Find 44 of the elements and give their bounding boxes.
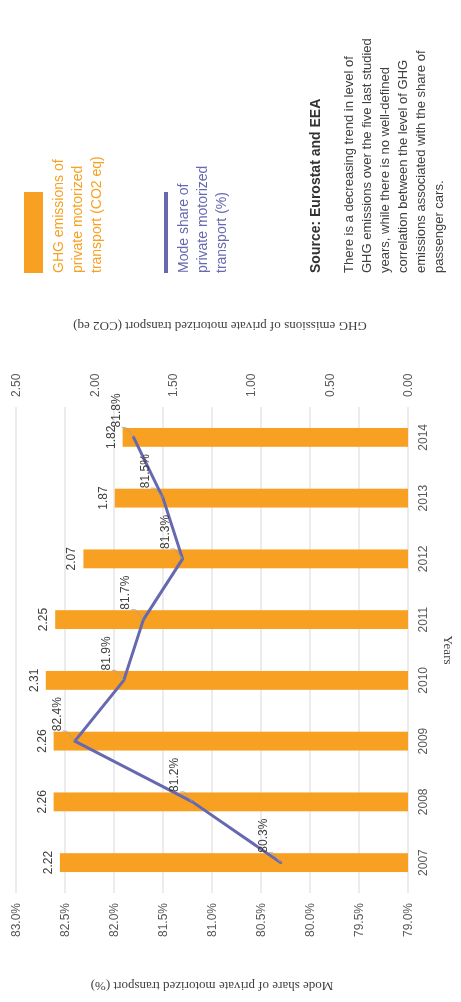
data-label: 1.87 <box>95 486 110 510</box>
data-label: 81.9% <box>98 636 113 671</box>
y-tick-label: 2011 <box>416 606 430 633</box>
x2-tick-label: 1.00 <box>244 373 259 397</box>
data-label: 81.3% <box>157 514 172 549</box>
x2-tick-label: 0.50 <box>322 373 337 397</box>
data-label: 81.2% <box>167 757 182 792</box>
y-tick-label: 2013 <box>416 484 430 512</box>
data-label: 2.26 <box>34 789 49 814</box>
data-label: 2.31 <box>26 668 41 693</box>
x-tick-label: 82.0% <box>107 902 122 938</box>
data-label: 81.5% <box>138 453 152 489</box>
x-tick-label: 79.5% <box>352 902 367 938</box>
x-tick-label: 80.0% <box>303 902 318 938</box>
x2-tick-label: 1.50 <box>166 373 180 397</box>
text: There is a decreasing trend in level of GHG emissions over the five last studied years, while there is no well-defined correlation between the level of GHG emissions associated with the share of passenger cars. <box>341 38 446 273</box>
data-label: 2.26 <box>34 729 49 753</box>
y-axis-title: Years <box>441 635 456 665</box>
y-tick-label: 2010 <box>416 666 430 694</box>
text: Mode share of private motorized transport (%) <box>175 165 229 273</box>
x-tick-label: 82.5% <box>58 902 73 938</box>
x2-tick-label: 2.00 <box>87 373 102 397</box>
source-note: Source: Eurostat and EEA <box>307 98 323 273</box>
y-tick-label: 2007 <box>416 848 430 876</box>
data-label: 82.4% <box>49 696 64 732</box>
y-tick-label: 2014 <box>416 423 430 451</box>
x2-tick-label: 2.50 <box>9 373 24 397</box>
x-tick-label: 81.0% <box>205 902 220 938</box>
y-tick-label: 2009 <box>416 727 430 755</box>
x-tick-label: 80.5% <box>254 902 269 938</box>
x2-tick-label: 0.00 <box>401 373 416 397</box>
data-label: 80.3% <box>255 818 270 853</box>
y-tick-label: 2012 <box>416 545 430 573</box>
data-label: 81.7% <box>118 575 133 610</box>
x2-axis-title: GHG emissions of private motorized transport (CO2 eq) <box>73 319 367 334</box>
x-axis-title: Mode share of private motorized transport (%) <box>90 979 334 994</box>
y-tick-label: 2008 <box>416 788 430 816</box>
x-tick-label: 81.5% <box>156 902 171 938</box>
text: GHG emissions of private motorized transport (CO2 eq) <box>50 156 104 273</box>
data-label: 2.25 <box>36 607 51 632</box>
data-label: 2.07 <box>64 546 79 571</box>
x-tick-label: 83.0% <box>9 902 24 938</box>
x-tick-label: 79.0% <box>401 902 416 938</box>
data-label: 2.22 <box>40 850 55 875</box>
